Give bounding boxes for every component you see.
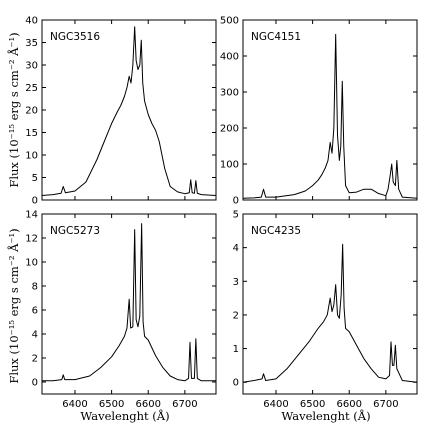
x-tick-label: 6500: [99, 399, 124, 410]
y-tick-label: 100: [220, 160, 239, 171]
y-tick-label: 14: [25, 210, 38, 221]
y-tick-label: 6: [32, 306, 38, 317]
y-tick-label: 8: [32, 282, 38, 293]
y-tick-label: 1: [233, 344, 239, 355]
x-tick-label: 6600: [337, 399, 362, 410]
axes-frame: [242, 19, 418, 201]
y-tick-label: 2: [32, 354, 38, 365]
spectrum-line: [242, 243, 418, 383]
panel-label: NGC5273: [50, 225, 100, 237]
panel-top-left: 0 5 10 15 20 25 30 35 40 NGC3516: [25, 16, 217, 207]
panel-top-right: 0 100 200 300 400 500 NGC4151: [220, 16, 418, 207]
y-axis-title-bottom: Flux (10⁻¹⁵ erg s cm⁻² Å⁻¹): [7, 228, 21, 383]
y-tick-label: 5: [32, 173, 38, 184]
panel-bottom-right: 0 1 2 3 4 5 6400 6500 6600 6700 NGC4235: [233, 210, 418, 410]
x-tick-label: 6700: [172, 399, 197, 410]
y-tick-label: 10: [25, 258, 38, 269]
x-tick-label: 6600: [136, 399, 161, 410]
y-tick-label: 0: [32, 196, 38, 207]
x-tick-label: 6500: [300, 399, 325, 410]
axes-frame: [41, 19, 217, 201]
y-tick-label: 400: [220, 52, 239, 63]
x-axis-title-left: Wavelenght (Å): [80, 409, 169, 423]
y-tick-label: 2: [233, 310, 239, 321]
ylabel-top-group: Flux (10⁻¹⁵ erg s cm⁻² Å⁻¹): [7, 32, 21, 187]
y-tick-label: 12: [25, 234, 38, 245]
axes-frame: [242, 213, 418, 395]
y-tick-label: 500: [220, 16, 239, 27]
x-tick-label: 6400: [263, 399, 288, 410]
y-tick-label: 25: [25, 83, 38, 94]
spectrum-line: [42, 223, 216, 382]
spectrum-line: [41, 26, 217, 196]
y-tick-label: 3: [233, 277, 239, 288]
x-tick-label: 6400: [62, 399, 87, 410]
x-tick-label: 6700: [373, 399, 398, 410]
ylabel-bottom-group: Flux (10⁻¹⁵ erg s cm⁻² Å⁻¹): [7, 228, 21, 383]
y-axis-title-top: Flux (10⁻¹⁵ erg s cm⁻² Å⁻¹): [7, 32, 21, 187]
panel-label: NGC3516: [50, 31, 100, 43]
x-axis-title-right: Wavelenght (Å): [281, 409, 370, 423]
y-tick-label: 10: [25, 151, 38, 162]
y-tick-label: 40: [25, 16, 38, 27]
axes-frame: [41, 213, 217, 395]
y-tick-label: 20: [25, 106, 38, 117]
y-tick-label: 4: [32, 330, 38, 341]
spectrum-line: [242, 33, 418, 199]
y-tick-label: 4: [233, 243, 239, 254]
panel-label: NGC4151: [251, 31, 301, 43]
panel-bottom-left: 0 2 4 6 8 10 12 14 6400 6500 6600 6700 NGC5273: [25, 210, 217, 410]
y-tick-label: 5: [233, 210, 239, 221]
y-tick-label: 0: [233, 196, 239, 207]
y-tick-label: 200: [220, 124, 239, 135]
y-tick-label: 30: [25, 61, 38, 72]
panel-label: NGC4235: [251, 225, 301, 237]
y-tick-label: 0: [233, 378, 239, 389]
y-tick-label: 35: [25, 38, 38, 49]
y-tick-label: 300: [220, 88, 239, 99]
y-tick-label: 0: [32, 378, 38, 389]
y-tick-label: 15: [25, 128, 38, 139]
